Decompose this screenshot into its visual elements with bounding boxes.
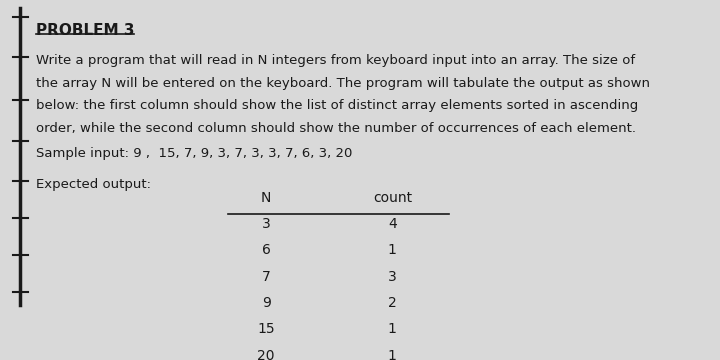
Text: count: count — [373, 191, 412, 205]
Text: 3: 3 — [262, 217, 271, 231]
Text: 1: 1 — [388, 322, 397, 336]
Text: 3: 3 — [388, 270, 397, 284]
Text: 7: 7 — [262, 270, 271, 284]
Text: 4: 4 — [388, 217, 397, 231]
Text: 15: 15 — [257, 322, 275, 336]
Text: the array N will be entered on the keyboard. The program will tabulate the outpu: the array N will be entered on the keybo… — [36, 77, 650, 90]
Text: 2: 2 — [388, 296, 397, 310]
Text: 1: 1 — [388, 243, 397, 257]
Text: 20: 20 — [258, 348, 275, 360]
Text: Write a program that will read in N integers from keyboard input into an array. : Write a program that will read in N inte… — [36, 54, 635, 67]
Text: Expected output:: Expected output: — [36, 178, 151, 192]
Text: PROBLEM 3: PROBLEM 3 — [36, 23, 135, 38]
Text: Sample input: 9 ,  15, 7, 9, 3, 7, 3, 3, 7, 6, 3, 20: Sample input: 9 , 15, 7, 9, 3, 7, 3, 3, … — [36, 148, 353, 161]
Text: below: the first column should show the list of distinct array elements sorted i: below: the first column should show the … — [36, 99, 639, 112]
Text: order, while the second column should show the number of occurrences of each ele: order, while the second column should sh… — [36, 122, 636, 135]
Text: N: N — [261, 191, 271, 205]
Text: 9: 9 — [262, 296, 271, 310]
Text: 6: 6 — [262, 243, 271, 257]
Text: 1: 1 — [388, 348, 397, 360]
